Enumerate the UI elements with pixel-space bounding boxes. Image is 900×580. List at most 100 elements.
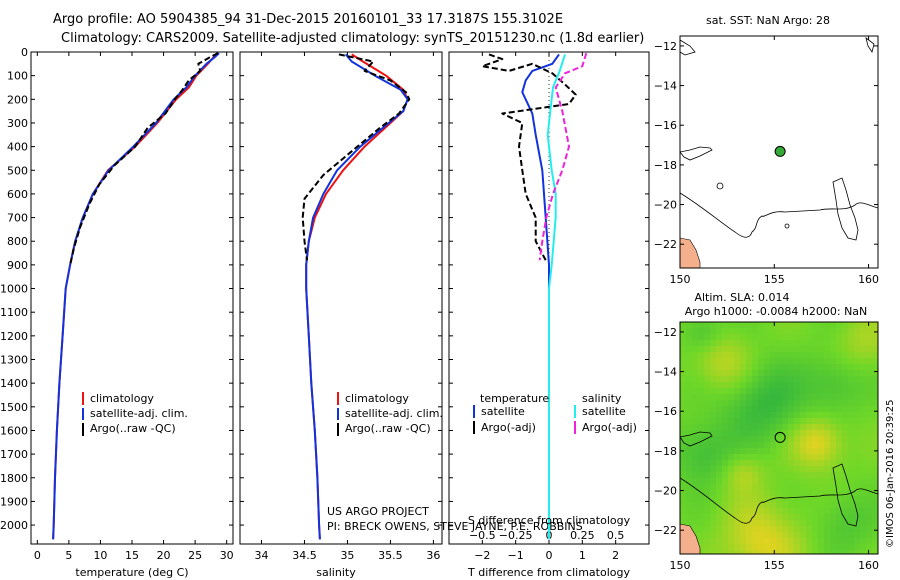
sla-cell: [692, 484, 699, 491]
sla-cell: [776, 478, 783, 485]
sla-cell: [698, 478, 705, 485]
sla-cell: [860, 352, 867, 359]
sla-cell: [860, 400, 867, 407]
sla-cell: [776, 466, 783, 473]
sla-cell: [722, 526, 729, 533]
sla-cell: [722, 388, 729, 395]
sla-cell: [854, 496, 861, 503]
sla-cell: [740, 346, 747, 353]
sla-cell: [842, 418, 849, 425]
sla-cell: [848, 544, 855, 551]
depth-tick-label: 0: [21, 46, 28, 59]
sla-cell: [776, 526, 783, 533]
sla-cell: [812, 454, 819, 461]
satellite-adj-clim-line: [305, 53, 409, 540]
sla-cell: [746, 346, 753, 353]
depth-tick-label: 800: [7, 235, 28, 248]
sla-cell: [704, 520, 711, 527]
sla-cell: [824, 466, 831, 473]
sla-cell: [866, 472, 873, 479]
sla-cell: [692, 322, 699, 329]
sla-cell: [752, 490, 759, 497]
sla-cell: [860, 484, 867, 491]
lon-tick-label: 160: [858, 273, 879, 286]
sla-cell: [698, 376, 705, 383]
sla-cell: [800, 370, 807, 377]
sla-cell: [722, 442, 729, 449]
sla-cell: [722, 490, 729, 497]
sla-cell: [740, 490, 747, 497]
sla-cell: [794, 382, 801, 389]
sla-cell: [800, 364, 807, 371]
sla-cell: [812, 328, 819, 335]
sla-cell: [722, 496, 729, 503]
sla-cell: [782, 418, 789, 425]
sla-cell: [824, 334, 831, 341]
sla-cell: [800, 502, 807, 509]
sla-cell: [842, 484, 849, 491]
sla-cell: [740, 358, 747, 365]
sla-cell: [800, 466, 807, 473]
sla-cell: [692, 478, 699, 485]
lon-tick-label: 150: [670, 559, 691, 572]
sla-cell: [704, 454, 711, 461]
sla-cell: [716, 436, 723, 443]
sla-cell: [794, 340, 801, 347]
sla-cell: [764, 466, 771, 473]
sla-cell: [830, 538, 837, 545]
sla-cell: [812, 412, 819, 419]
sla-cell: [794, 394, 801, 401]
sla-cell: [794, 358, 801, 365]
sla-cell: [830, 550, 837, 554]
sla-cell: [854, 430, 861, 437]
sla-cell: [866, 358, 873, 365]
sla-cell: [722, 520, 729, 527]
sla-cell: [752, 424, 759, 431]
sla-cell: [764, 430, 771, 437]
satellite-adj-clim-line: [52, 52, 220, 540]
sla-cell: [854, 382, 861, 389]
t-difference-label: T difference from climatology: [467, 566, 630, 579]
sla-cell: [722, 478, 729, 485]
sla-cell: [866, 496, 873, 503]
sla-cell: [752, 508, 759, 515]
sla-cell: [800, 400, 807, 407]
sla-cell: [728, 532, 735, 539]
sla-cell: [818, 400, 825, 407]
sla-cell: [686, 520, 693, 527]
sla-cell: [788, 448, 795, 455]
sla-cell: [806, 328, 813, 335]
sla-cell: [812, 550, 819, 554]
difference-legend: temperature satellite Argo(-adj) salinit…: [473, 392, 637, 434]
sla-cell: [866, 394, 873, 401]
sla-cell: [698, 538, 705, 545]
sla-cell: [854, 352, 861, 359]
legend-temp-satellite-label: satellite: [481, 405, 525, 418]
altimetry-title-line2: Argo h1000: -0.0084 h2000: NaN: [685, 305, 868, 318]
sla-cell: [704, 544, 711, 551]
sla-cell: [770, 496, 777, 503]
sla-cell: [770, 508, 777, 515]
sla-cell: [776, 400, 783, 407]
sla-cell: [818, 322, 825, 329]
sla-cell: [794, 514, 801, 521]
sla-cell: [710, 484, 717, 491]
sla-cell: [770, 436, 777, 443]
sla-cell: [740, 454, 747, 461]
sla-cell: [716, 388, 723, 395]
sla-cell: [806, 472, 813, 479]
depth-tick-label: 500: [7, 164, 28, 177]
sla-cell: [800, 424, 807, 431]
sla-cell: [746, 412, 753, 419]
sla-cell: [794, 436, 801, 443]
sla-cell: [686, 388, 693, 395]
sla-cell: [692, 334, 699, 341]
legend-sal-argo-label: Argo(-adj): [582, 421, 637, 434]
sla-cell: [698, 352, 705, 359]
sla-cell: [776, 334, 783, 341]
sla-cell: [806, 508, 813, 515]
altimetry-map-coastlines: [680, 431, 878, 554]
legend-satellite-label: satellite-adj. clim.: [90, 407, 188, 420]
sla-cell: [806, 358, 813, 365]
sla-cell: [764, 454, 771, 461]
